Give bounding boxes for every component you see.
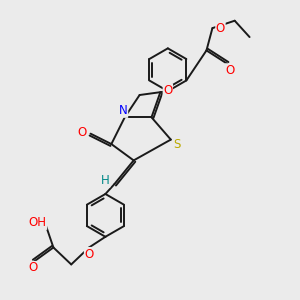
Text: OH: OH bbox=[29, 216, 47, 229]
Text: O: O bbox=[216, 22, 225, 34]
Text: S: S bbox=[173, 138, 180, 151]
Text: O: O bbox=[163, 84, 172, 97]
Text: O: O bbox=[84, 248, 94, 260]
Text: O: O bbox=[78, 126, 87, 139]
Text: O: O bbox=[225, 64, 234, 77]
Text: O: O bbox=[28, 262, 37, 275]
Text: N: N bbox=[119, 104, 128, 117]
Text: H: H bbox=[101, 174, 110, 187]
